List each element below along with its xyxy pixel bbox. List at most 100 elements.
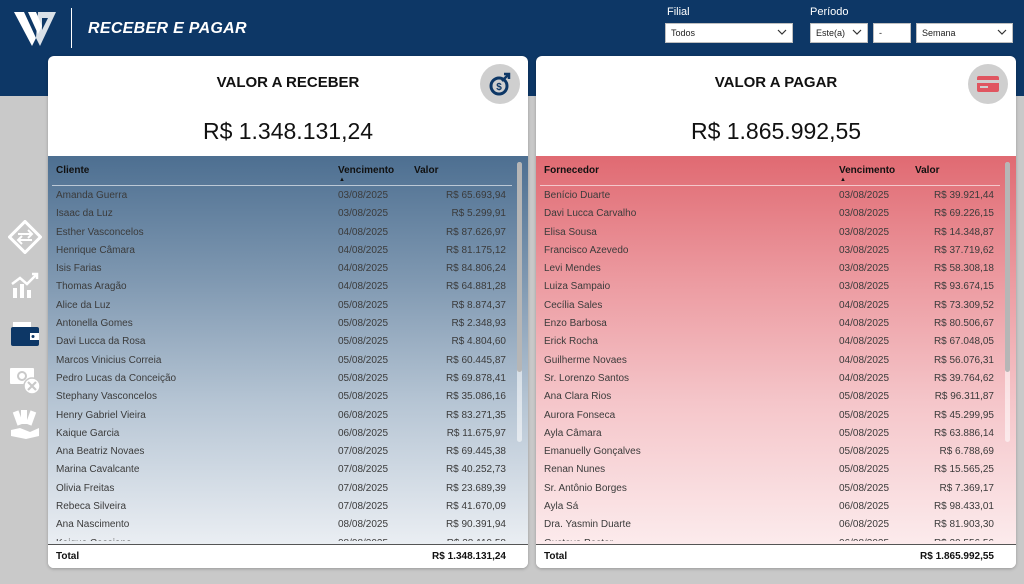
credit-card-icon — [977, 76, 999, 92]
row-value: R$ 80.506,67 — [933, 318, 994, 330]
row-value: R$ 67.048,05 — [933, 336, 994, 348]
row-name: Davi Lucca Carvalho — [544, 208, 637, 220]
col-header-valor[interactable]: Valor — [414, 165, 439, 176]
payables-scrollbar[interactable] — [1005, 162, 1010, 442]
col-header-vencimento[interactable]: Vencimento — [338, 165, 395, 176]
col-header-valor[interactable]: Valor — [915, 165, 940, 176]
col-header-fornecedor[interactable]: Fornecedor — [544, 165, 600, 176]
table-row[interactable]: Ayla Câmara 05/08/2025 R$ 63.886,14 — [536, 424, 1006, 442]
periodo-mode-select[interactable]: Este(a) — [810, 23, 868, 43]
row-date: 05/08/2025 — [338, 354, 389, 366]
row-name: Enzo Barbosa — [544, 318, 607, 330]
cash-cancel-icon[interactable] — [8, 362, 42, 396]
table-row[interactable]: Sr. Lorenzo Santos 04/08/2025 R$ 39.764,62 — [536, 369, 1006, 387]
table-row[interactable]: Emanuelly Gonçalves 05/08/2025 R$ 6.788,69 — [536, 442, 1006, 460]
table-row[interactable]: Antonella Gomes 05/08/2025 R$ 2.348,93 — [48, 314, 518, 332]
row-value: R$ 23.689,39 — [445, 482, 506, 494]
row-name: Erick Rocha — [544, 336, 598, 348]
table-row[interactable]: Davi Lucca Carvalho 03/08/2025 R$ 69.226,1… — [536, 204, 1006, 222]
table-row[interactable]: Kaique Garcia 06/08/2025 R$ 11.675,97 — [48, 424, 518, 442]
table-row[interactable]: Alice da Luz 05/08/2025 R$ 8.874,37 — [48, 296, 518, 314]
row-name: Henry Gabriel Vieira — [56, 409, 146, 421]
row-date: 05/08/2025 — [839, 427, 890, 439]
table-row[interactable]: Marina Cavalcante 07/08/2025 R$ 40.252,73 — [48, 460, 518, 478]
table-row[interactable]: Elisa Sousa 03/08/2025 R$ 14.348,87 — [536, 223, 1006, 241]
table-row[interactable]: Benício Duarte 03/08/2025 R$ 39.921,44 — [536, 186, 1006, 204]
table-row[interactable]: Thomas Aragão 04/08/2025 R$ 64.881,28 — [48, 277, 518, 295]
receivables-rows: Amanda Guerra 03/08/2025 R$ 65.693,94 Isaac… — [48, 186, 518, 541]
row-date: 04/08/2025 — [338, 281, 389, 293]
table-row[interactable]: Olivia Freitas 07/08/2025 R$ 23.689,39 — [48, 479, 518, 497]
col-header-vencimento[interactable]: Vencimento — [839, 165, 896, 176]
table-row[interactable]: Levi Mendes 03/08/2025 R$ 58.308,18 — [536, 259, 1006, 277]
table-row[interactable]: Rebeca Silveira 07/08/2025 R$ 41.670,09 — [48, 497, 518, 515]
table-row[interactable]: Cecília Sales 04/08/2025 R$ 73.309,52 — [536, 296, 1006, 314]
wallet-icon[interactable] — [8, 316, 42, 350]
row-date: 05/08/2025 — [839, 391, 890, 403]
row-name: Davi Lucca da Rosa — [56, 336, 146, 348]
table-row[interactable]: Aurora Fonseca 05/08/2025 R$ 45.299,95 — [536, 406, 1006, 424]
table-row[interactable]: Dra. Yasmin Duarte 06/08/2025 R$ 81.903,30 — [536, 515, 1006, 533]
row-date: 07/08/2025 — [338, 446, 389, 458]
row-value: R$ 81.175,12 — [445, 244, 506, 256]
row-date: 06/08/2025 — [338, 409, 389, 421]
filial-select[interactable]: Todos — [665, 23, 793, 43]
table-row[interactable]: Amanda Guerra 03/08/2025 R$ 65.693,94 — [48, 186, 518, 204]
periodo-unit-select[interactable]: Semana — [916, 23, 1013, 43]
table-row[interactable]: Kaique Cassiano 08/08/2025 R$ 28.119,58 — [48, 534, 518, 541]
row-name: Esther Vasconcelos — [56, 226, 144, 238]
table-row[interactable]: Luiza Sampaio 03/08/2025 R$ 93.674,15 — [536, 277, 1006, 295]
table-row[interactable]: Ayla Sá 06/08/2025 R$ 98.433,01 — [536, 497, 1006, 515]
payables-table: Fornecedor Vencimento ▲ Valor Benício Du… — [536, 156, 1016, 568]
row-name: Emanuelly Gonçalves — [544, 446, 641, 458]
row-name: Henrique Câmara — [56, 244, 135, 256]
receivables-scrollbar[interactable] — [517, 162, 522, 442]
table-row[interactable]: Ana Nascimento 08/08/2025 R$ 90.391,94 — [48, 515, 518, 533]
periodo-qty-input[interactable]: - — [873, 23, 911, 43]
table-row[interactable]: Henrique Câmara 04/08/2025 R$ 81.175,12 — [48, 241, 518, 259]
scroll-thumb[interactable] — [517, 162, 522, 372]
table-row[interactable]: Ana Beatriz Novaes 07/08/2025 R$ 69.445,38 — [48, 442, 518, 460]
table-row[interactable]: Esther Vasconcelos 04/08/2025 R$ 87.626,97 — [48, 223, 518, 241]
row-date: 03/08/2025 — [839, 263, 890, 275]
row-value: R$ 5.299,91 — [451, 208, 507, 220]
table-row[interactable]: Davi Lucca da Rosa 05/08/2025 R$ 4.804,60 — [48, 332, 518, 350]
table-row[interactable]: Pedro Lucas da Conceição 05/08/2025 R$ 69.… — [48, 369, 518, 387]
money-hand-icon[interactable] — [8, 408, 42, 442]
table-row[interactable]: Henry Gabriel Vieira 06/08/2025 R$ 83.271,… — [48, 406, 518, 424]
table-row[interactable]: Isaac da Luz 03/08/2025 R$ 5.299,91 — [48, 204, 518, 222]
row-name: Antonella Gomes — [56, 318, 133, 330]
row-value: R$ 98.433,01 — [933, 501, 994, 513]
row-name: Dra. Yasmin Duarte — [544, 519, 631, 531]
row-value: R$ 45.299,95 — [933, 409, 994, 421]
periodo-unit-value: Semana — [922, 28, 956, 38]
row-value: R$ 83.271,35 — [445, 409, 506, 421]
row-name: Renan Nunes — [544, 464, 606, 476]
table-row[interactable]: Francisco Azevedo 03/08/2025 R$ 37.719,62 — [536, 241, 1006, 259]
svg-text:$: $ — [496, 82, 502, 93]
table-row[interactable]: Enzo Barbosa 04/08/2025 R$ 80.506,67 — [536, 314, 1006, 332]
row-value: R$ 41.670,09 — [445, 501, 506, 513]
col-header-cliente[interactable]: Cliente — [56, 165, 90, 176]
table-row[interactable]: Marcos Vinicius Correia 05/08/2025 R$ 60.4… — [48, 351, 518, 369]
table-row[interactable]: Guilherme Novaes 04/08/2025 R$ 56.076,31 — [536, 351, 1006, 369]
table-row[interactable]: Sr. Antônio Borges 05/08/2025 R$ 7.369,17 — [536, 479, 1006, 497]
row-name: Pedro Lucas da Conceição — [56, 372, 177, 384]
exchange-icon[interactable] — [8, 220, 42, 254]
row-value: R$ 14.348,87 — [933, 226, 994, 238]
table-row[interactable]: Stephany Vasconcelos 05/08/2025 R$ 35.086,… — [48, 387, 518, 405]
table-row[interactable]: Ana Clara Rios 05/08/2025 R$ 96.311,87 — [536, 387, 1006, 405]
scroll-thumb[interactable] — [1005, 162, 1010, 372]
table-row[interactable]: Erick Rocha 04/08/2025 R$ 67.048,05 — [536, 332, 1006, 350]
growth-chart-icon[interactable] — [8, 268, 42, 302]
table-row[interactable]: Isis Farias 04/08/2025 R$ 84.806,24 — [48, 259, 518, 277]
sort-ascending-icon: ▲ — [840, 177, 846, 183]
receivables-total: R$ 1.348.131,24 — [202, 118, 374, 144]
row-value: R$ 81.903,30 — [933, 519, 994, 531]
row-name: Olivia Freitas — [56, 482, 115, 494]
row-date: 07/08/2025 — [338, 482, 389, 494]
table-row[interactable]: Renan Nunes 05/08/2025 R$ 15.565,25 — [536, 460, 1006, 478]
table-row[interactable]: Gustavo Pastor 06/08/2025 R$ 20.556,56 — [536, 534, 1006, 541]
row-date: 03/08/2025 — [839, 226, 890, 238]
company-logo — [14, 12, 56, 46]
